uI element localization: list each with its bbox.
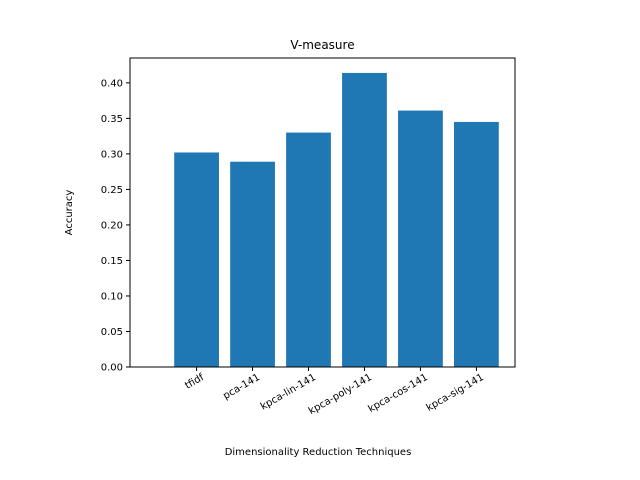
y-tick-label: 0.15 — [101, 256, 123, 267]
bar-pca-141 — [230, 161, 275, 367]
y-tick-label: 0.05 — [101, 327, 123, 338]
y-tick-label: 0.35 — [101, 114, 123, 125]
bars-group — [174, 72, 499, 368]
y-axis-ticks: 0.00 0.05 0.10 0.15 0.20 0.25 0.30 0.35 0.40 — [101, 78, 130, 374]
bar-kpca-lin-141 — [286, 132, 331, 367]
bar-kpca-sig-141 — [454, 121, 499, 368]
y-tick-label: 0.20 — [101, 220, 123, 231]
plot-frame — [129, 57, 516, 368]
y-tick-label: 0.40 — [101, 78, 123, 89]
chart-title: V-measure — [290, 38, 354, 52]
bar-kpca-cos-141 — [398, 110, 443, 367]
y-tick-label: 0.10 — [101, 291, 123, 302]
y-tick-label: 0.00 — [101, 363, 123, 374]
y-axis-label: Accuracy — [64, 190, 75, 236]
bar-tfidf — [174, 152, 219, 367]
y-tick-label: 0.30 — [101, 149, 123, 160]
y-tick-label: 0.25 — [101, 185, 123, 196]
bar-kpca-poly-141 — [342, 72, 387, 368]
x-axis-label: Dimensionality Reduction Techniques — [225, 447, 412, 458]
